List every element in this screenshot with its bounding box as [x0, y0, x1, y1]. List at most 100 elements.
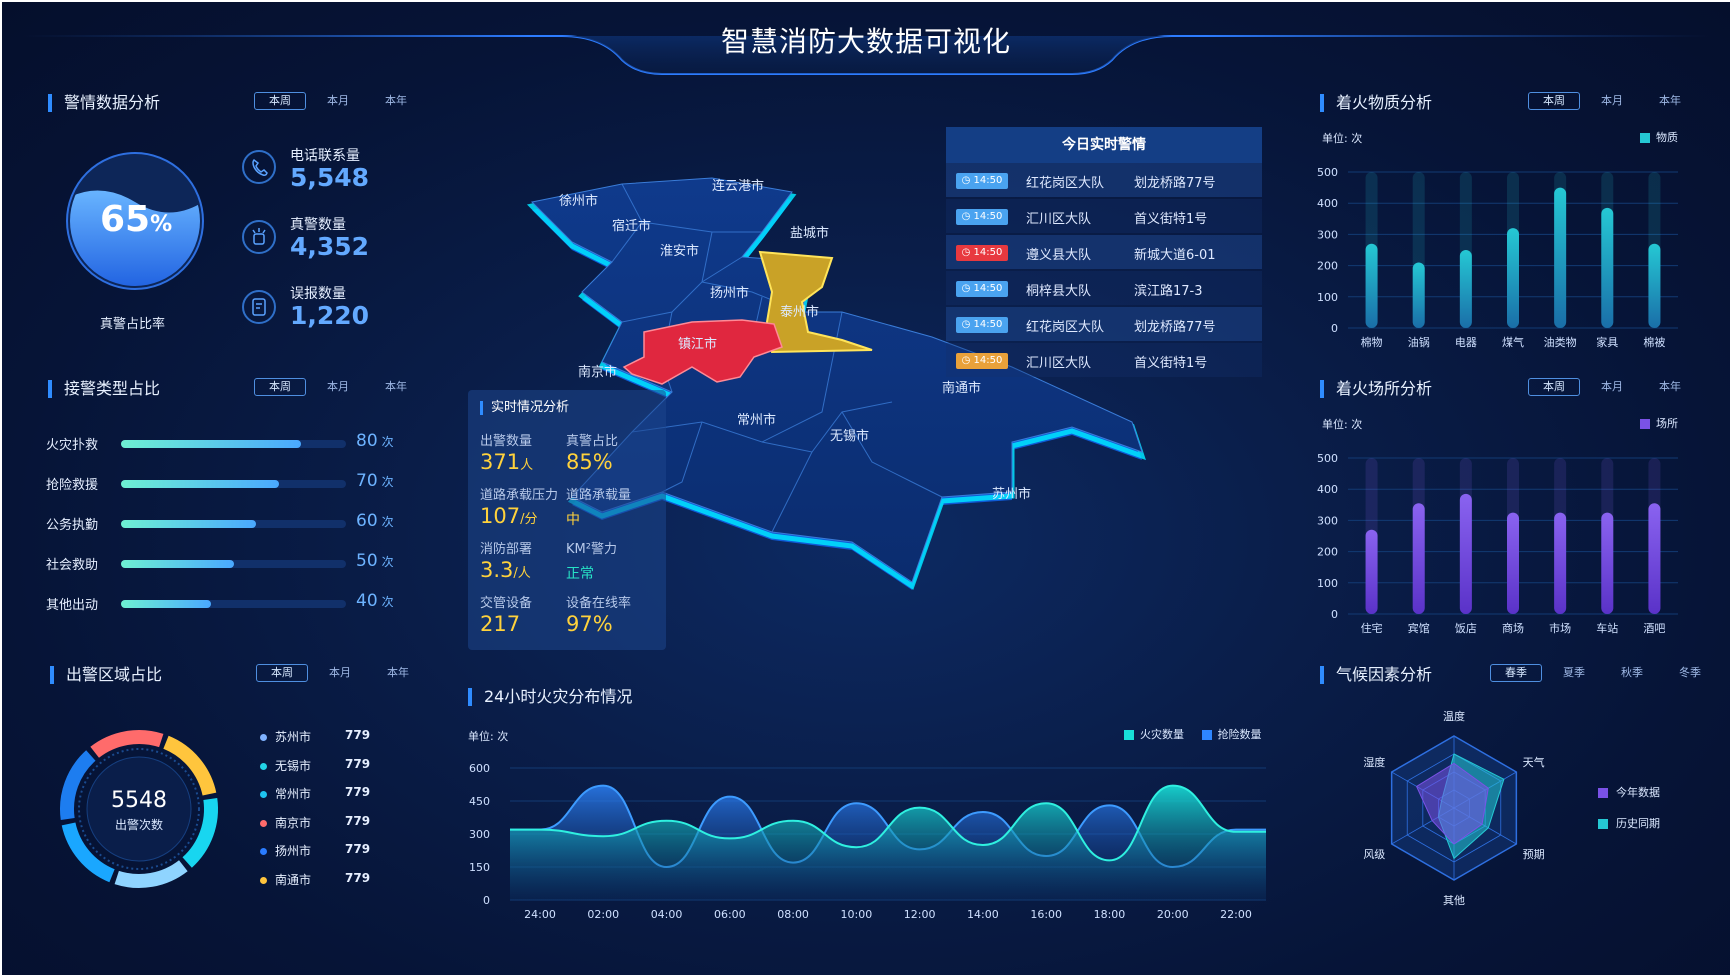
place-bar-chart: 0 100 200 300 400 500 住宅 宾馆 饭店 商场 市场 车站 酒吧	[1317, 452, 1678, 635]
donut-slice[interactable]	[182, 798, 218, 868]
report-icon	[242, 290, 276, 324]
type-bar-track	[121, 520, 346, 528]
tab-month[interactable]: 本月	[327, 380, 349, 393]
tab-week[interactable]: 本周	[256, 664, 308, 682]
region-legend-dot	[260, 848, 267, 855]
tab-month[interactable]: 本月	[1601, 94, 1623, 107]
x-tick-label: 市场	[1549, 621, 1571, 635]
alert-row[interactable]: ◷ 14:50 遵义县大队 新城大道6-01	[946, 235, 1262, 269]
bar[interactable]	[1365, 243, 1378, 328]
tab-week[interactable]: 本周	[1528, 378, 1580, 396]
y-tick-label: 0	[483, 894, 490, 907]
x-tick-label: 20:00	[1157, 908, 1189, 921]
alert-time: 14:50	[973, 319, 1003, 330]
realtime-label: 消防部署	[480, 542, 533, 557]
tab-year[interactable]: 本年	[385, 380, 407, 393]
material-bar-chart: 0 100 200 300 400 500 棉物 油锅 电器 煤气 油类物 家具 棉被	[1317, 166, 1678, 349]
tab-week[interactable]: 本周	[1528, 92, 1580, 110]
y-tick-label: 100	[1317, 291, 1338, 304]
bar[interactable]	[1648, 503, 1661, 614]
fire-line[interactable]	[509, 784, 1266, 862]
region-period-tabs: 本周 本月 本年	[256, 664, 424, 682]
map-label-nanjing: 南京市	[578, 364, 617, 380]
bar[interactable]	[1412, 503, 1425, 614]
radar-legend-history-label: 历史同期	[1616, 817, 1660, 830]
tab-summer[interactable]: 夏季	[1563, 666, 1585, 679]
bar[interactable]	[1507, 512, 1519, 614]
realtime-value: 97%	[566, 612, 613, 636]
type-bar-unit: 次	[381, 475, 394, 489]
alerts-title: 今日实时警情	[946, 127, 1262, 163]
tab-autumn[interactable]: 秋季	[1621, 666, 1643, 679]
tab-year[interactable]: 本年	[1659, 94, 1681, 107]
alert-team: 汇川区大队	[1026, 212, 1092, 227]
clock-icon: ◷	[961, 211, 974, 222]
false-alarm-value: 1,220	[290, 301, 370, 330]
type-bar-label: 公务执勤	[46, 518, 99, 533]
tab-month[interactable]: 本月	[1601, 380, 1623, 393]
x-tick-label: 04:00	[651, 908, 683, 921]
map-region-taizhou[interactable]	[758, 250, 873, 354]
alert-row[interactable]: ◷ 14:50 汇川区大队 首义街特1号	[946, 343, 1262, 377]
donut-slice[interactable]	[114, 860, 188, 888]
realtime-unit: /分	[520, 512, 538, 527]
type-bar-row: 其他出动 40 次	[46, 591, 406, 614]
tab-year[interactable]: 本年	[387, 666, 409, 679]
bar[interactable]	[1554, 187, 1567, 328]
radar-axis-label: 风级	[1363, 848, 1385, 861]
type-bar-value: 80 次	[356, 431, 394, 451]
alarm-period-tabs: 本周 本月 本年	[254, 92, 422, 110]
region-panel-title: 出警区域占比	[50, 666, 162, 684]
donut-inner-ring	[78, 748, 200, 870]
bar[interactable]	[1601, 512, 1614, 614]
alert-row[interactable]: ◷ 14:50 红花岗区大队 划龙桥路77号	[946, 307, 1262, 341]
x-tick-label: 02:00	[587, 908, 619, 921]
y-tick-label: 450	[469, 795, 490, 808]
legend-rescue-swatch	[1201, 730, 1212, 740]
donut-slice[interactable]	[61, 822, 115, 883]
realtime-label: 道路承载量	[566, 488, 632, 503]
alert-row[interactable]: ◷ 14:50 汇川区大队 首义街特1号	[946, 199, 1262, 233]
tab-month[interactable]: 本月	[327, 94, 349, 107]
realtime-number: 107	[480, 504, 521, 528]
place-legend: 场所	[1640, 415, 1678, 431]
bar[interactable]	[1507, 228, 1519, 328]
bar[interactable]	[1412, 262, 1425, 328]
bar[interactable]	[1459, 493, 1472, 614]
type-bar-row: 公务执勤 60 次	[46, 511, 406, 534]
bar[interactable]	[1459, 250, 1472, 328]
place-legend-label: 场所	[1656, 417, 1678, 430]
tab-year[interactable]: 本年	[1659, 380, 1681, 393]
type-bar-label: 其他出动	[46, 598, 99, 613]
donut-slice[interactable]	[90, 730, 164, 758]
x-tick-label: 住宅	[1361, 621, 1383, 635]
tab-year[interactable]: 本年	[385, 94, 407, 107]
radar-series-area[interactable]	[1415, 762, 1489, 845]
alert-address: 滨江路17-3	[1134, 284, 1203, 299]
x-tick-label: 18:00	[1094, 908, 1126, 921]
bar[interactable]	[1601, 207, 1614, 328]
x-tick-label: 06:00	[714, 908, 746, 921]
region-legend-label: 南通市	[275, 872, 312, 887]
tab-spring[interactable]: 春季	[1490, 664, 1542, 682]
alert-row[interactable]: ◷ 14:50 桐梓县大队 滨江路17-3	[946, 271, 1262, 305]
realtime-number: 217	[480, 612, 521, 636]
bar[interactable]	[1554, 512, 1567, 614]
donut-slice[interactable]	[163, 735, 217, 796]
tab-winter[interactable]: 冬季	[1679, 666, 1701, 679]
tab-week[interactable]: 本周	[254, 378, 306, 396]
fire-area	[510, 785, 1266, 900]
bar[interactable]	[1365, 529, 1378, 614]
y-tick-label: 300	[1317, 514, 1338, 527]
tab-month[interactable]: 本月	[329, 666, 351, 679]
radar-axis-label: 预期	[1523, 848, 1545, 861]
donut-slice[interactable]	[60, 750, 96, 820]
alert-time: 14:50	[973, 355, 1003, 366]
map-region-zhenjiang[interactable]	[622, 319, 783, 385]
realtime-label: 真警占比	[566, 434, 619, 449]
bar[interactable]	[1648, 243, 1661, 328]
alert-row[interactable]: ◷ 14:50 红花岗区大队 划龙桥路77号	[946, 163, 1262, 197]
y-tick-label: 400	[1317, 197, 1338, 210]
type-bar-track	[121, 440, 346, 448]
tab-week[interactable]: 本周	[254, 92, 306, 110]
